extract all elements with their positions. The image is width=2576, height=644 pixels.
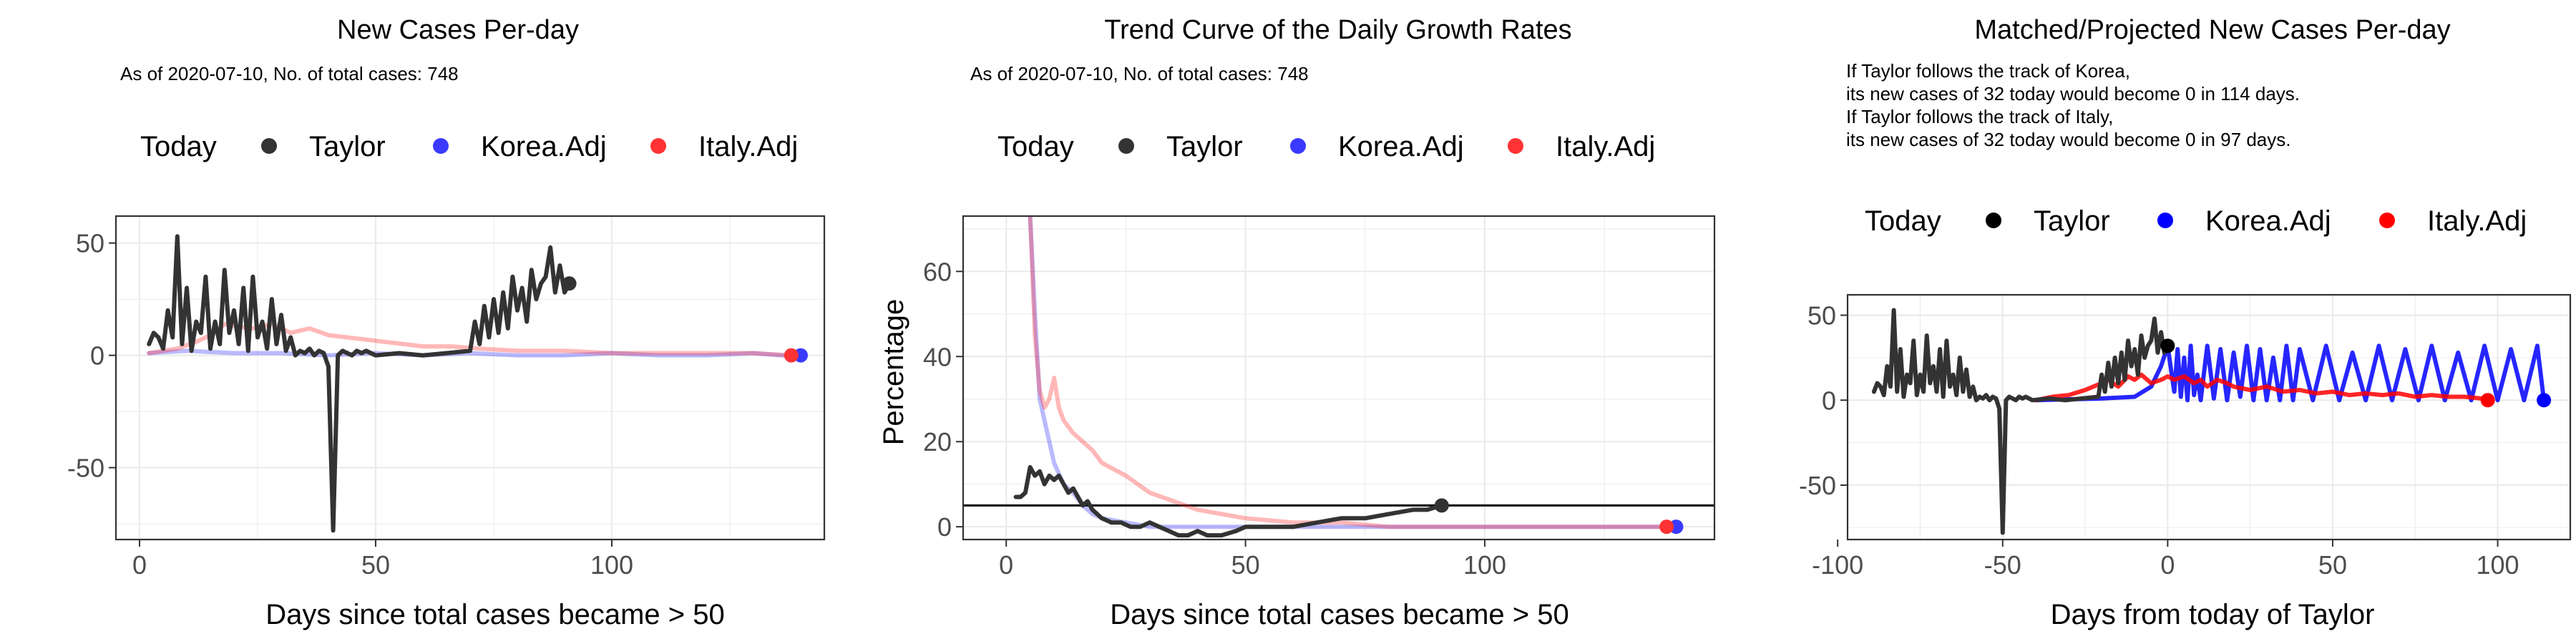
y-tick-label: 20 [923,427,952,457]
chart-subtitle: If Taylor follows the track of Korea, its… [1846,60,2300,150]
series-line-italy-adj [1028,216,1669,530]
chart-title: Matched/Projected New Cases Per-day [1974,15,2450,45]
plot-area: -100 -50 0 50 100 -50 0 50 [1799,293,2572,580]
x-tick-label: 100 [590,550,633,580]
x-axis-label: Days from today of Taylor [2051,599,2375,630]
plot-background [116,216,824,540]
legend-label-taylor: Taylor [2034,205,2110,237]
subtitle-line: its new cases of 32 today would become 0… [1846,83,2300,104]
chart-title: Trend Curve of the Daily Growth Rates [1104,15,1571,45]
today-point-italy-adj [2480,393,2495,408]
legend-label-taylor: Taylor [309,131,386,162]
today-point-italy-adj [1659,519,1674,535]
legend-marker-italy [2379,213,2395,228]
legend-label-italy: Italy.Adj [698,131,798,162]
legend-marker-italy [1508,138,1523,154]
legend-title: Today [997,131,1074,162]
today-point-italy-adj [784,348,799,363]
today-point-taylor [2160,338,2175,353]
series-lines [147,234,803,533]
plot-area: 0 50 100 0 20 40 60 [923,215,1716,580]
legend-label-korea: Korea.Adj [481,131,607,162]
chart-subtitle: As of 2020-07-10, No. of total cases: 74… [970,63,1309,84]
x-tick-label: -50 [1984,550,2021,580]
y-axis-label: Percentage [878,299,909,446]
x-tick-label: 50 [1231,550,1260,580]
series-line-taylor [1013,464,1444,538]
x-tick-label: -100 [1812,550,1863,580]
chart-title: New Cases Per-day [337,15,579,45]
x-tick-label: 0 [2160,550,2175,580]
x-axis-label: Days since total cases became > 50 [265,599,724,630]
x-tick-label: 100 [1463,550,1506,580]
legend-marker-taylor [1118,138,1134,154]
series-line-korea-adj [147,348,803,358]
legend-title: Today [1865,205,1941,237]
plot-border [1846,293,2572,541]
legend-marker-taylor [261,138,277,154]
subtitle-line: its new cases of 32 today would become 0… [1846,129,2290,150]
legend-label-italy: Italy.Adj [2427,205,2527,237]
x-tick-label: 50 [361,550,390,580]
legend-title: Today [140,131,217,162]
legend-marker-korea [2157,213,2173,228]
panel-growth-rates: Trend Curve of the Daily Growth Rates As… [878,15,1716,630]
today-point-korea-adj [2537,393,2552,408]
series-line-italy-adj [147,321,794,358]
gridlines [963,216,1714,540]
today-point-taylor [1434,498,1449,513]
legend: Today Taylor Korea.Adj Italy.Adj [997,131,1655,162]
y-tick-label: -50 [67,454,104,483]
x-tick-label: 50 [2318,550,2347,580]
subtitle-line: If Taylor follows the track of Korea, [1846,60,2130,82]
series-line-taylor [1871,308,2170,535]
panel-projected-cases: Matched/Projected New Cases Per-day If T… [1799,15,2572,630]
legend-label-korea: Korea.Adj [1338,131,1464,162]
x-tick-label: 0 [999,550,1013,580]
chart-subtitle: As of 2020-07-10, No. of total cases: 74… [120,63,459,84]
subtitle-line: If Taylor follows the track of Italy, [1846,106,2113,127]
series-line-korea-adj [2033,343,2547,403]
plot-background [1848,295,2570,540]
legend: Today Taylor Korea.Adj Italy.Adj [1865,205,2527,237]
plot-border [114,215,826,541]
legend-marker-taylor [1986,213,2001,228]
legend-marker-korea [1290,138,1306,154]
panel-new-cases: New Cases Per-day As of 2020-07-10, No. … [67,15,826,630]
y-tick-label: 60 [923,257,952,286]
series-lines [1871,308,2547,535]
plot-background [963,216,1714,540]
legend-marker-italy [650,138,666,154]
legend-label-italy: Italy.Adj [1556,131,1655,162]
x-axis-label: Days since total cases became > 50 [1110,599,1568,630]
x-tick-label: 0 [132,550,147,580]
y-tick-label: 50 [76,229,104,258]
plot-area: 0 50 100 -50 0 50 [67,215,826,580]
today-point-taylor [562,276,577,291]
x-tick-label: 100 [2476,550,2519,580]
y-tick-label: 40 [923,342,952,371]
gridlines [116,216,824,540]
series-line-taylor [147,234,572,533]
gridlines [1848,295,2570,540]
legend-label-taylor: Taylor [1166,131,1243,162]
legend: Today Taylor Korea.Adj Italy.Adj [140,131,798,162]
series-line-italy-adj [2033,372,2490,403]
y-tick-label: 0 [1822,386,1836,415]
plot-border [962,215,1716,541]
legend-label-korea: Korea.Adj [2205,205,2331,237]
y-tick-label: -50 [1799,471,1836,500]
y-tick-label: 0 [90,341,104,371]
legend-marker-korea [433,138,449,154]
y-tick-label: 0 [937,512,952,542]
series-lines [963,216,1714,538]
y-tick-label: 50 [1807,301,1836,331]
